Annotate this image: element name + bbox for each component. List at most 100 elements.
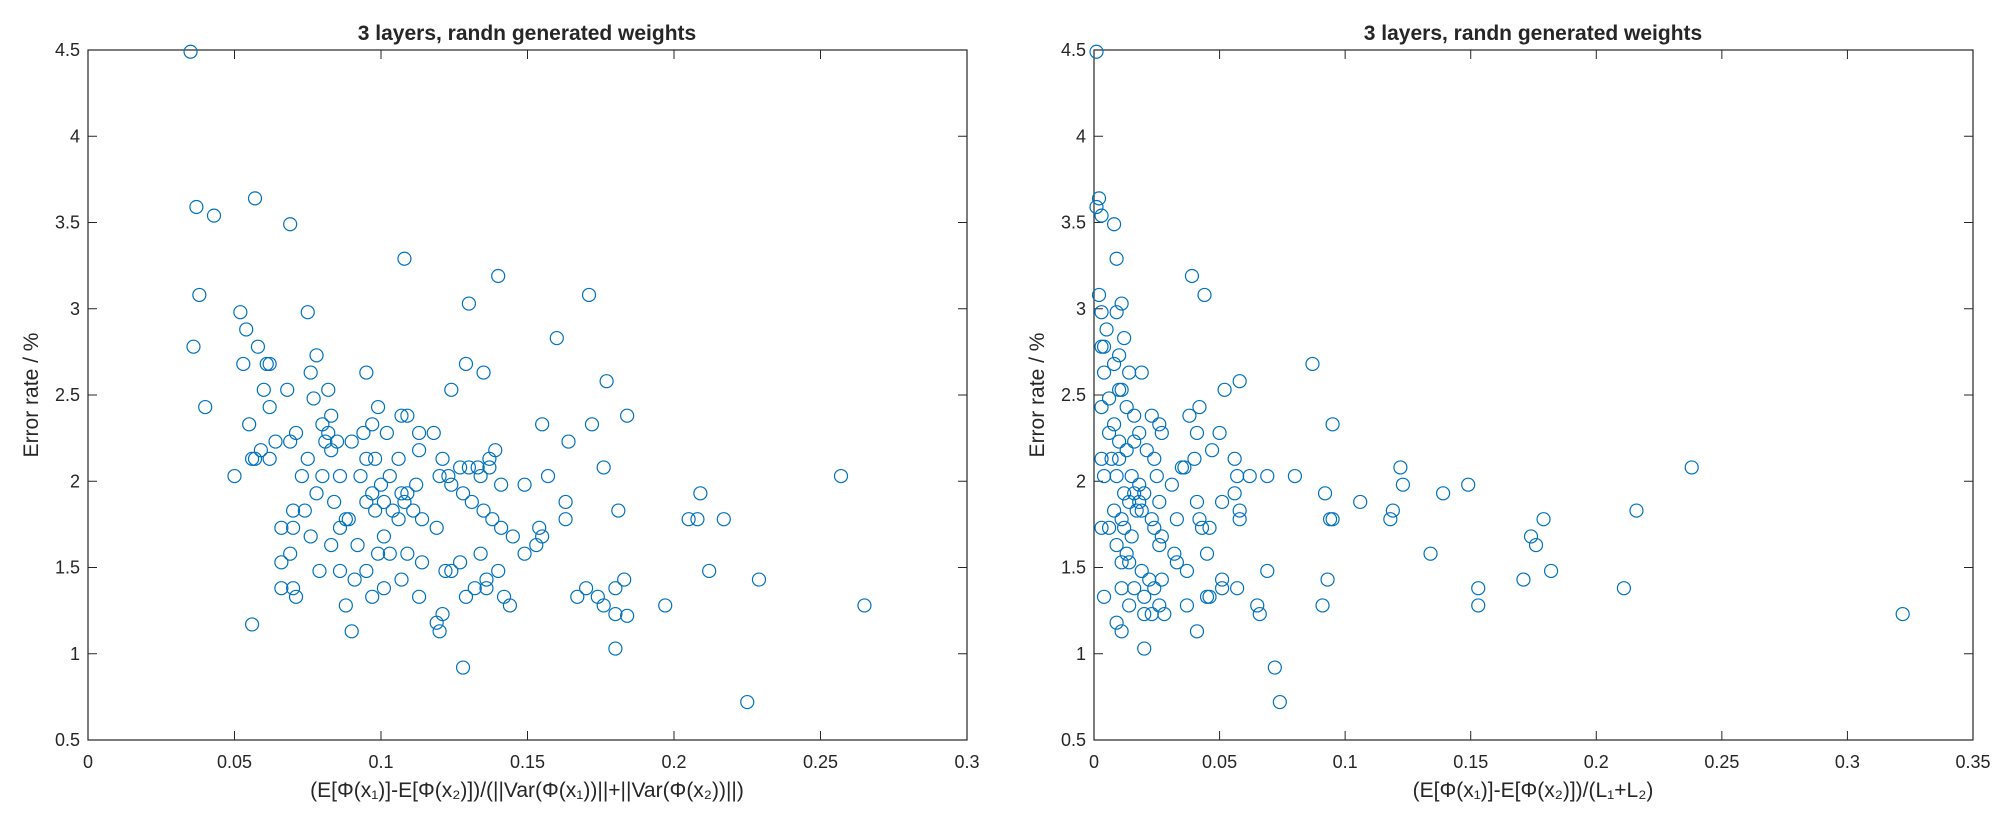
data-point (1106, 503, 1122, 518)
data-point (1325, 417, 1340, 432)
data-point (494, 520, 509, 535)
data-point (1117, 486, 1132, 501)
data-point (359, 451, 374, 466)
data-point (321, 425, 336, 441)
data-point (716, 512, 731, 527)
data-point (1132, 477, 1147, 492)
data-point (400, 546, 415, 561)
y-tick-label: 3.5 (1061, 213, 1086, 233)
y-tick-label: 2 (1076, 471, 1086, 491)
data-point (324, 537, 339, 553)
data-point (488, 443, 503, 458)
data-point (1109, 468, 1124, 484)
data-point (453, 460, 468, 475)
data-point (394, 486, 409, 501)
data-point (309, 486, 324, 501)
data-point (274, 555, 289, 570)
data-point (300, 305, 315, 320)
data-point (341, 512, 356, 527)
data-point (1232, 512, 1247, 527)
scatter-panel-left: 3 layers, randn generated weights (E[Φ(x… (20, 22, 980, 802)
data-point (411, 589, 427, 604)
y-tick-label: 2 (70, 471, 80, 491)
data-point (382, 546, 397, 561)
data-point (1094, 451, 1109, 466)
data-point (502, 598, 518, 613)
chart-title: 3 layers, randn generated weights (358, 22, 696, 45)
data-point (1154, 529, 1169, 544)
data-point (1124, 529, 1139, 544)
data-point (244, 617, 260, 632)
data-point (1536, 512, 1551, 527)
data-point (444, 477, 459, 492)
data-point (517, 477, 532, 492)
data-point (397, 251, 412, 266)
data-points (1089, 44, 1910, 710)
data-point (283, 546, 298, 561)
data-point (596, 460, 611, 475)
x-tick-label: 0.05 (1202, 752, 1237, 772)
data-point (1106, 356, 1122, 372)
data-point (288, 589, 304, 604)
data-point (1385, 503, 1400, 518)
data-point (259, 356, 274, 372)
data-point (608, 641, 623, 656)
data-point (376, 529, 392, 544)
data-point (1106, 217, 1122, 232)
data-point (409, 477, 424, 492)
data-point (1119, 399, 1134, 415)
data-point (1094, 208, 1109, 223)
data-point (262, 356, 277, 372)
data-point (1096, 589, 1112, 604)
data-point (1227, 451, 1242, 466)
data-point (1132, 494, 1147, 510)
data-point (1214, 581, 1230, 596)
data-point (250, 339, 266, 354)
data-point (1187, 451, 1202, 466)
data-point (1147, 520, 1162, 535)
y-tick-label: 2.5 (55, 385, 80, 405)
data-point (1189, 624, 1205, 639)
data-point (1174, 460, 1190, 475)
data-point (1117, 520, 1132, 535)
data-point (517, 546, 532, 561)
data-point (1272, 694, 1287, 710)
data-point (394, 572, 409, 587)
data-point (1094, 520, 1109, 535)
data-point (681, 512, 696, 527)
y-tick-label: 0.5 (1061, 730, 1086, 750)
data-point (1684, 460, 1699, 475)
axes-box (1093, 49, 1974, 741)
data-point (1471, 581, 1486, 596)
x-tick-label: 0.35 (1955, 752, 1990, 772)
data-point (1184, 268, 1200, 284)
data-point (268, 434, 283, 449)
data-point (379, 425, 394, 441)
data-point (332, 563, 348, 579)
data-point (432, 468, 447, 484)
data-point (239, 322, 254, 337)
data-point (186, 339, 201, 354)
data-point (620, 408, 635, 423)
y-tick-label: 1.5 (1061, 558, 1086, 578)
data-point (1101, 425, 1117, 441)
data-point (1217, 382, 1232, 397)
data-point (1137, 589, 1152, 604)
data-point (1543, 563, 1559, 579)
data-point (1137, 486, 1152, 501)
data-point (470, 460, 485, 475)
data-point (338, 598, 353, 613)
data-point (1204, 443, 1220, 458)
data-point (347, 572, 362, 587)
data-point (400, 486, 415, 501)
data-point (1137, 641, 1152, 656)
data-point (455, 660, 471, 675)
data-point (1528, 537, 1544, 553)
data-point (324, 443, 339, 458)
data-point (435, 606, 450, 622)
data-point (189, 199, 204, 215)
data-point (1895, 606, 1910, 622)
data-point (1109, 251, 1124, 266)
data-point (303, 529, 318, 544)
